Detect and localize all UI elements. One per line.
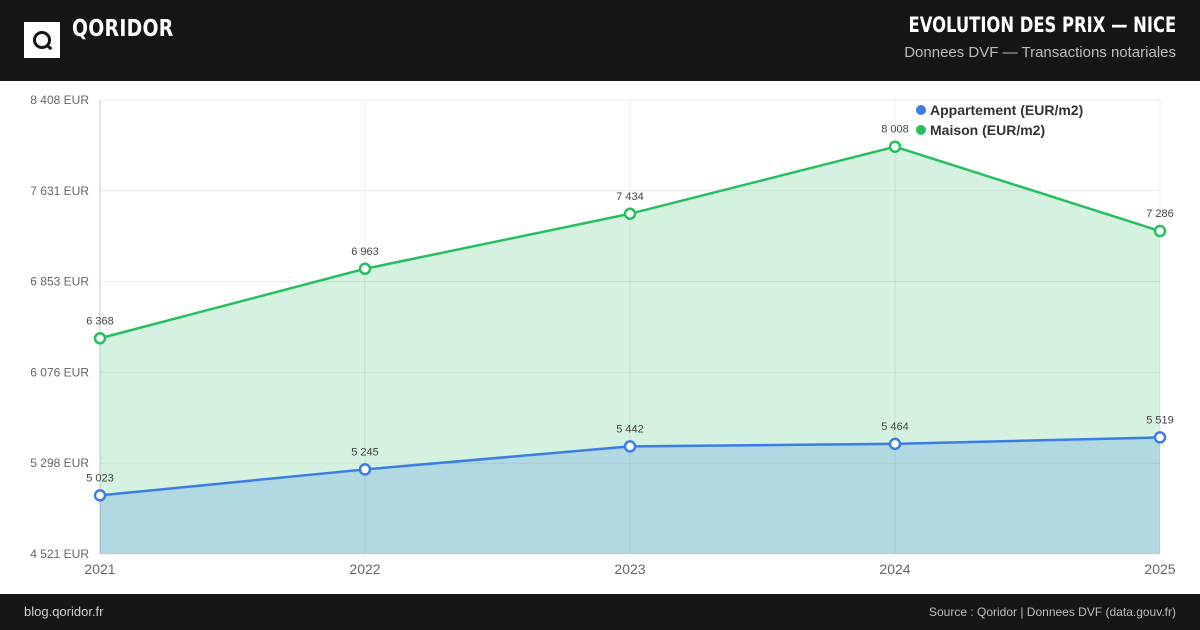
data-point[interactable] [888, 140, 902, 153]
footer-source: Source : Qoridor | Donnees DVF (data.gou… [928, 605, 1176, 619]
legend-marker [916, 125, 926, 135]
y-tick-label: 5 298 EUR [30, 456, 89, 470]
data-point[interactable] [623, 207, 637, 221]
footer-bar: blog.qoridor.fr Source : Qoridor | Donne… [0, 594, 1200, 630]
logo [24, 22, 60, 58]
x-tick-label: 2024 [879, 561, 910, 577]
price-chart: 4 521 EUR 5 298 EUR 6 076 EUR 6 853 EUR 7 63… [30, 93, 1175, 577]
data-label: 5 519 [1146, 414, 1174, 426]
data-label: 5 023 [86, 472, 114, 484]
data-point[interactable] [93, 489, 107, 502]
data-label: 5 245 [351, 446, 379, 458]
data-point[interactable] [358, 262, 372, 276]
data-label: 8 008 [881, 124, 909, 136]
series-area-appartement [100, 437, 1160, 554]
chart-title: EVOLUTION DES PRIX — NICE [908, 13, 1176, 37]
data-label: 6 368 [86, 315, 114, 327]
series-area-maison [100, 146, 1160, 554]
legend-label: Maison (EUR/m2) [930, 122, 1045, 138]
y-tick-label: 6 853 EUR [30, 275, 89, 289]
data-label: 5 442 [616, 423, 644, 435]
data-point[interactable] [623, 440, 637, 453]
chart-subtitle: Donnees DVF — Transactions notariales [904, 44, 1176, 61]
y-tick-label: 7 631 EUR [30, 184, 89, 198]
x-tick-label: 2021 [84, 561, 115, 577]
data-point[interactable] [888, 437, 902, 451]
y-tick-label: 8 408 EUR [30, 93, 89, 107]
data-point[interactable] [1153, 224, 1167, 238]
data-label: 6 963 [351, 246, 379, 258]
brand-name: QORIDOR [72, 16, 174, 42]
x-tick-label: 2023 [614, 561, 645, 577]
x-tick-label: 2025 [1144, 561, 1175, 577]
logo-q-icon [33, 31, 51, 49]
legend-label: Appartement (EUR/m2) [930, 102, 1083, 118]
data-label: 7 286 [1146, 208, 1174, 220]
y-tick-label: 6 076 EUR [30, 365, 89, 379]
header-bar: QORIDOR EVOLUTION DES PRIX — NICE Donnee… [0, 0, 1200, 81]
data-point[interactable] [1153, 431, 1167, 444]
x-tick-label: 2022 [349, 561, 380, 577]
chart-area: 4 521 EUR 5 298 EUR 6 076 EUR 6 853 EUR 7 63… [0, 81, 1200, 593]
data-point[interactable] [93, 332, 107, 345]
footer-site-link[interactable]: blog.qoridor.fr [24, 604, 104, 619]
legend-marker [916, 105, 926, 115]
data-label: 7 434 [616, 191, 644, 203]
data-label: 5 464 [881, 421, 909, 433]
data-point[interactable] [358, 463, 372, 476]
y-tick-label: 4 521 EUR [30, 547, 89, 561]
